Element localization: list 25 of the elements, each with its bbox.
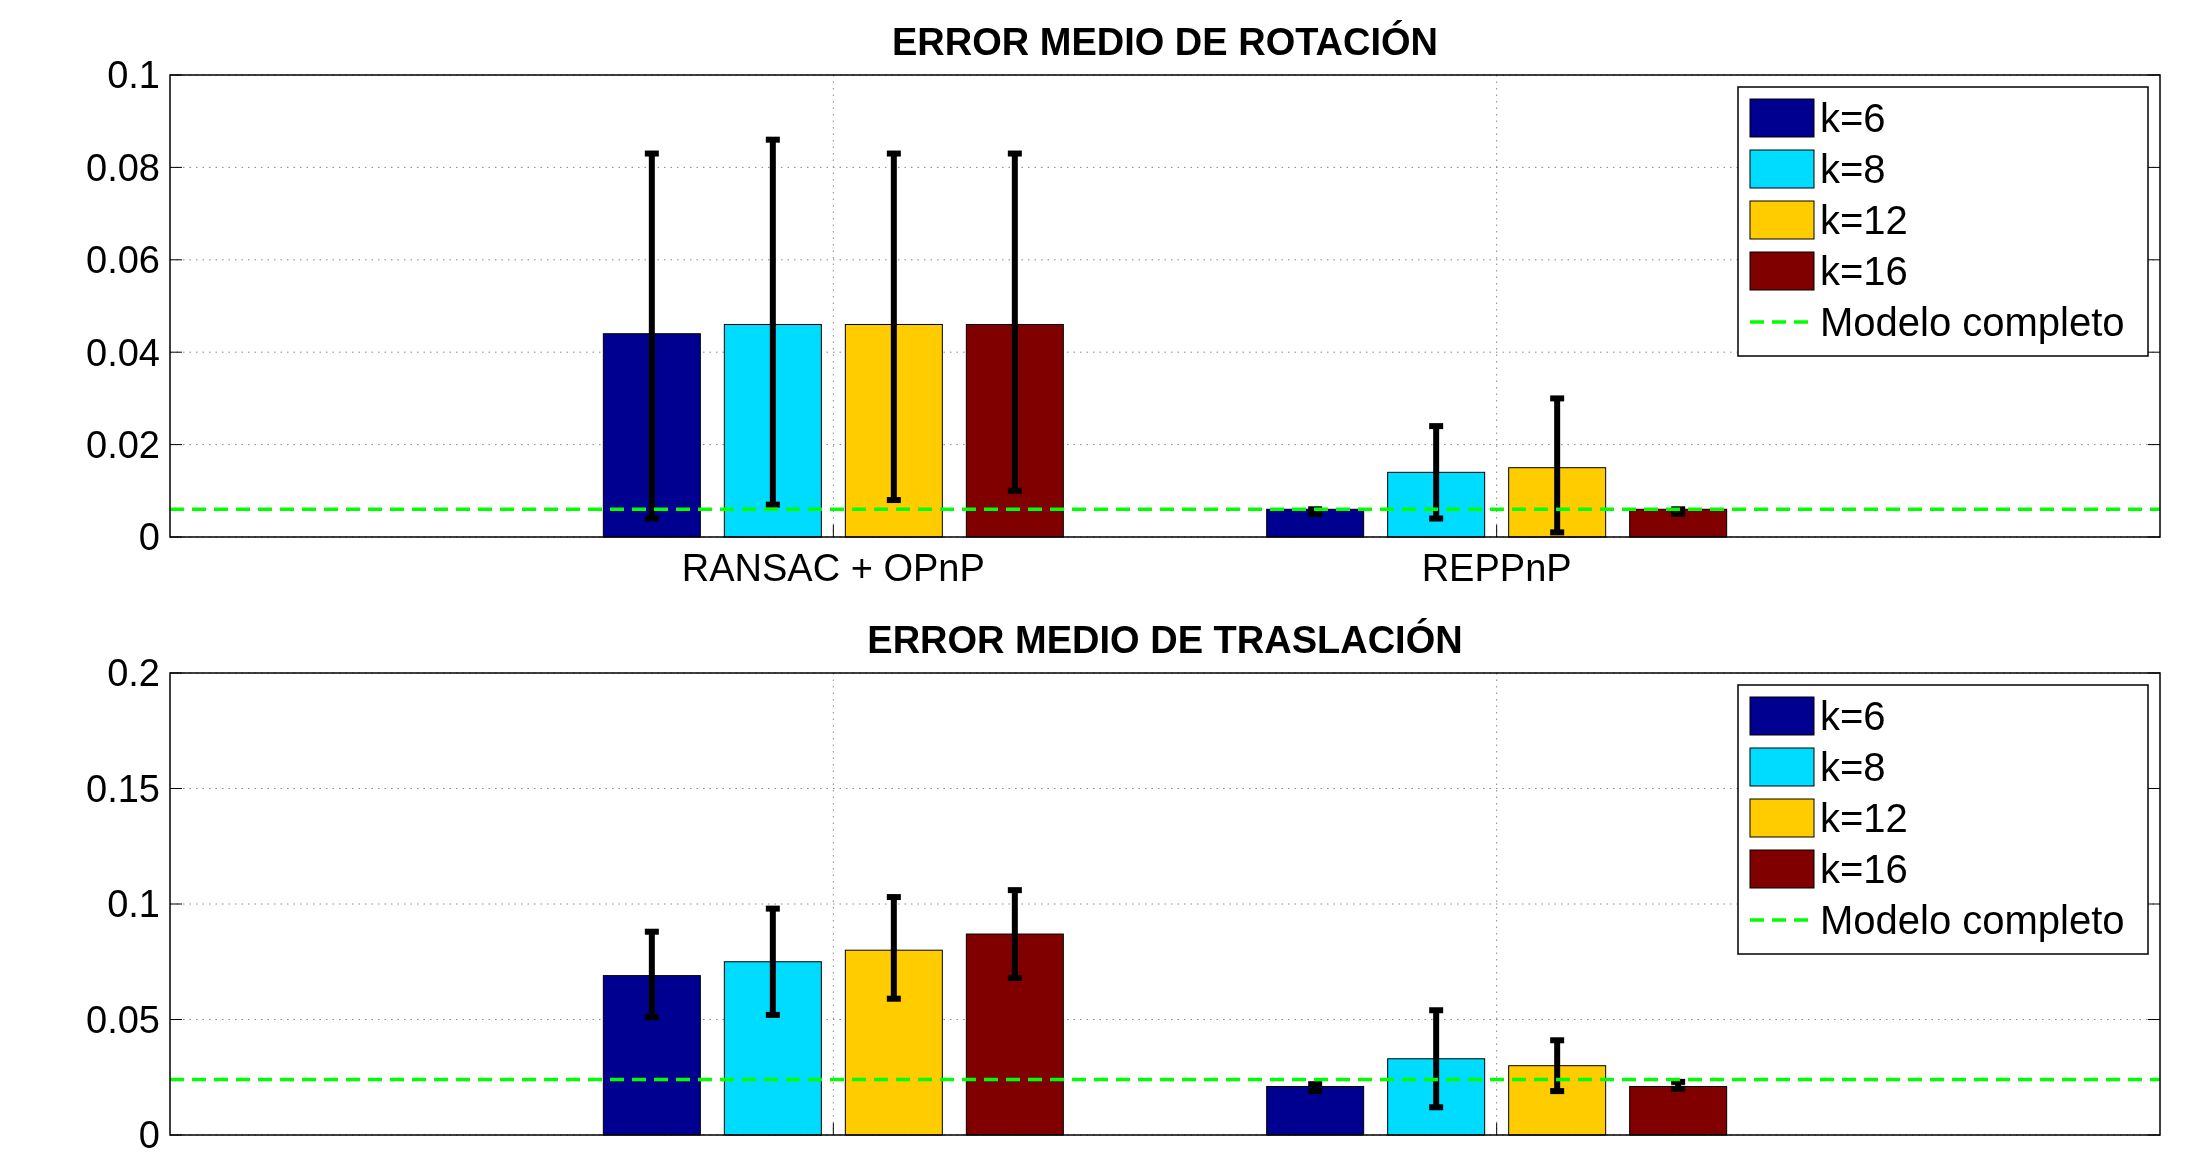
y-tick-label: 0.08 [86, 146, 160, 189]
legend-label: k=8 [1820, 745, 1886, 789]
y-tick-label: 0.2 [107, 652, 160, 695]
legend-label: k=12 [1820, 198, 1908, 242]
x-tick-label: RANSAC + OPnP [681, 547, 985, 589]
legend-label: k=6 [1820, 96, 1886, 140]
y-tick-label: 0 [138, 1114, 160, 1157]
y-tick-label: 0.1 [107, 54, 160, 97]
legend-label: k=12 [1820, 796, 1908, 840]
y-tick-label: 0 [138, 516, 160, 559]
legend-label: Modelo completo [1820, 300, 2125, 344]
legend-label: Modelo completo [1820, 898, 2125, 942]
x-tick-label: REPPnP [1421, 547, 1572, 589]
y-tick-label: 0.04 [86, 331, 160, 374]
legend-label: k=8 [1820, 147, 1886, 191]
y-tick-label: 0.15 [86, 767, 160, 810]
legend-label: k=6 [1820, 694, 1886, 738]
chart-title: ERROR MEDIO DE ROTACIÓN [891, 20, 1439, 63]
y-tick-label: 0.06 [86, 239, 160, 282]
legend-label: k=16 [1820, 847, 1908, 891]
chart-title: ERROR MEDIO DE TRASLACIÓN [867, 618, 1463, 661]
y-tick-label: 0.05 [86, 998, 160, 1041]
y-tick-label: 0.1 [107, 883, 160, 926]
y-tick-label: 0.02 [86, 423, 160, 466]
legend-label: k=16 [1820, 249, 1908, 293]
